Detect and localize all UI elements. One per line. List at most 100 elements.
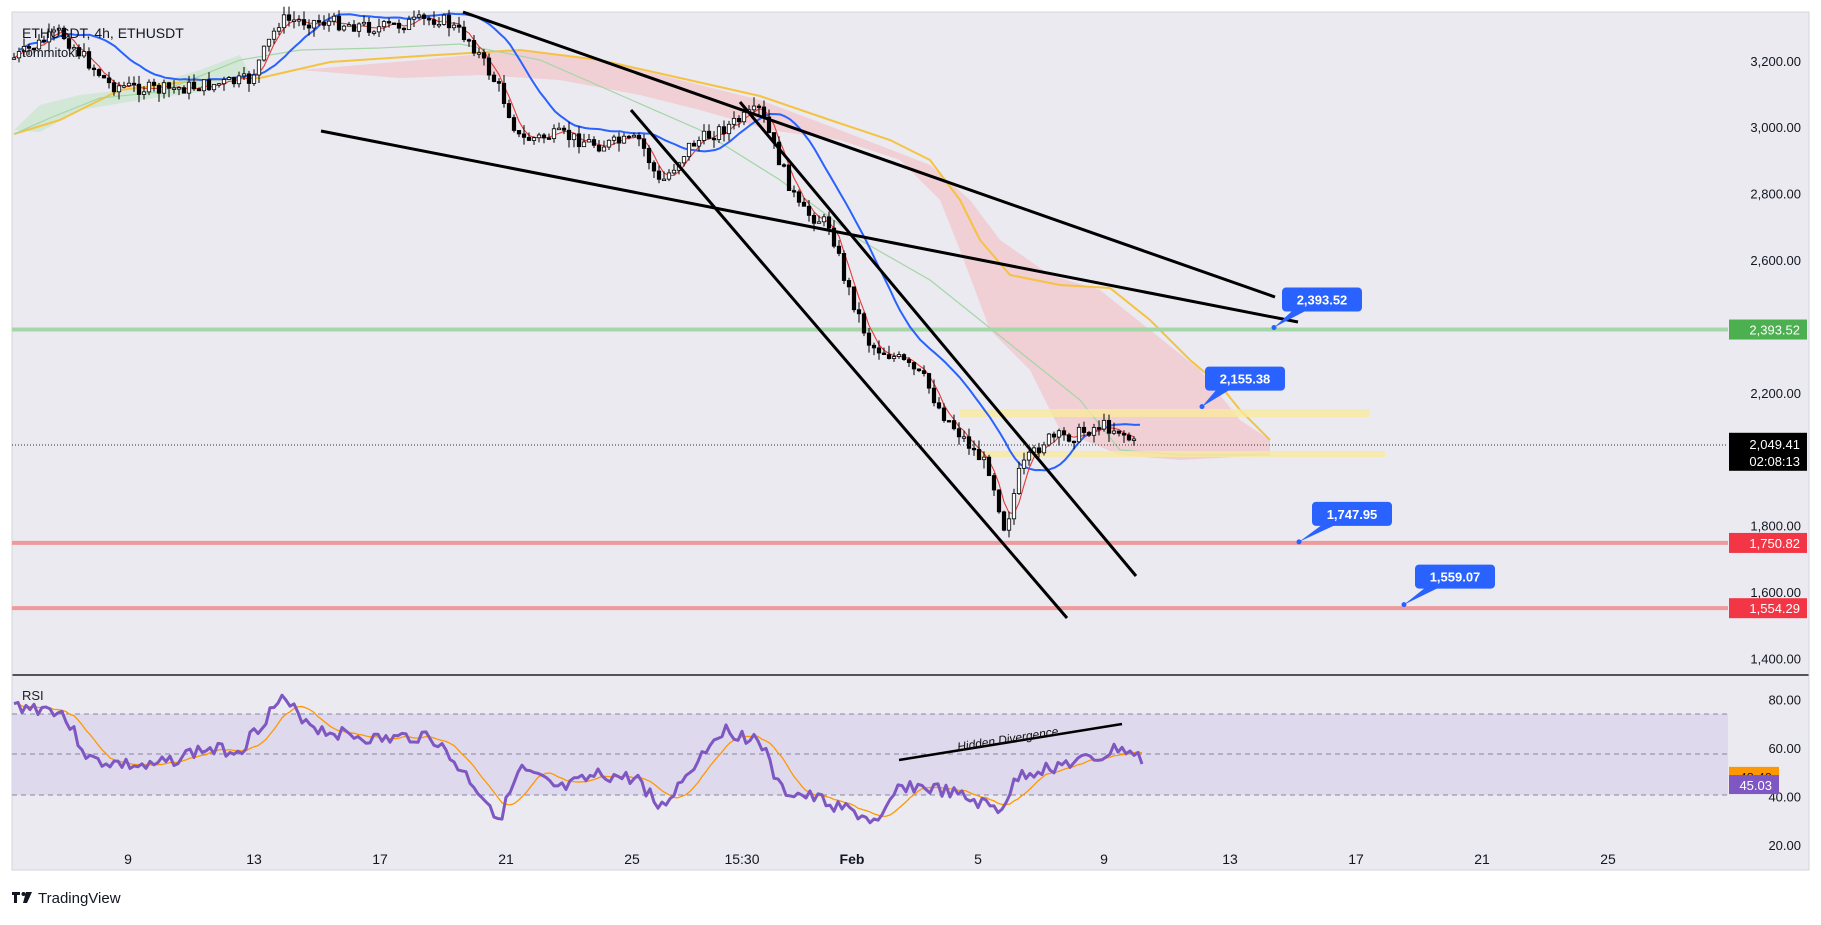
candle-body [641, 138, 647, 149]
candle-body [431, 19, 437, 25]
candle-body [1051, 433, 1057, 438]
candle-body [151, 81, 157, 86]
candle-body [1116, 430, 1122, 434]
candle-body [201, 79, 207, 92]
symbol-title[interactable]: ETHUSDT, 4h, ETHUSDT [22, 25, 184, 41]
candle-body [406, 18, 412, 31]
candle-body [96, 69, 102, 76]
candle-body [976, 448, 982, 461]
price-axis[interactable]: 3,200.003,000.002,800.002,600.002,400.00… [1750, 54, 1801, 667]
candle-body [146, 81, 152, 93]
candle-body [651, 162, 657, 172]
candle-body [261, 45, 267, 61]
candle-body [331, 15, 337, 22]
candle-body [181, 87, 187, 94]
candle-body [636, 134, 642, 140]
candle-body [16, 51, 22, 59]
candle-body [1021, 459, 1027, 469]
candle-body [166, 82, 172, 89]
time-tick-label: 15:30 [724, 851, 759, 867]
price-callouts: 2,393.52 2,155.38 1,747.95 1,559.07 [1199, 287, 1495, 608]
callout-label: 1,747.95 [1327, 507, 1378, 522]
candle-body [221, 79, 227, 85]
rsi-tick-label: 60.00 [1768, 741, 1801, 756]
candle-body [686, 142, 692, 157]
candle-body [991, 475, 997, 491]
trendline-falling-wedge-lower[interactable] [629, 109, 1069, 619]
candle-body [711, 137, 717, 141]
candle-body [571, 133, 577, 141]
trendline-upper-channel[interactable] [462, 10, 1276, 299]
resistance-zone [960, 409, 1370, 417]
candle-body [856, 309, 862, 315]
level-tag-label: 2,393.52 [1749, 323, 1800, 338]
candle-body [46, 31, 52, 43]
level-tag [1729, 532, 1807, 553]
candle-body [1091, 427, 1097, 436]
tradingview-logo[interactable]: TradingView [12, 890, 121, 907]
candle-body [296, 19, 302, 22]
candle-body [546, 137, 552, 140]
callout-pointer [1299, 521, 1342, 542]
candle-body [756, 105, 762, 108]
candle-body [601, 146, 607, 152]
candle-body [101, 75, 107, 79]
candle-body [741, 111, 747, 123]
candle-body [696, 140, 702, 147]
candle-body [451, 24, 457, 29]
price-tick-label: 2,200.00 [1750, 386, 1801, 401]
candle-body [661, 178, 667, 182]
candle-body [531, 137, 537, 141]
candle-body [516, 130, 522, 135]
rsi-pane[interactable]: Hidden Divergence RSI [12, 688, 1728, 825]
candle-body [736, 117, 742, 123]
candle-body [476, 52, 482, 55]
time-tick-label: 17 [1348, 851, 1364, 867]
candle-body [1086, 432, 1092, 436]
candle-body [536, 134, 542, 139]
time-tick-label: 25 [1600, 851, 1616, 867]
rsi-tag-label: 45.03 [1739, 778, 1772, 793]
candle-body [21, 46, 27, 52]
level-tag-label: 1,750.82 [1749, 536, 1800, 551]
candle-body [866, 332, 872, 346]
candle-body [396, 22, 402, 29]
candle-body [611, 136, 617, 141]
candle-body [1101, 419, 1107, 430]
candle-body [521, 133, 527, 138]
candle-body [706, 130, 712, 139]
candle-body [631, 134, 637, 138]
rsi-title: RSI [22, 688, 44, 703]
candle-body [646, 148, 652, 164]
candle-body [26, 46, 32, 49]
price-tick-label: 1,800.00 [1750, 519, 1801, 534]
candle-body [881, 352, 887, 356]
candle-body [1001, 511, 1007, 531]
candle-body [381, 21, 387, 28]
candle-body [621, 135, 627, 144]
trendline-falling-wedge-upper[interactable] [738, 101, 1138, 577]
candle-body [831, 227, 837, 247]
candle-body [371, 31, 377, 34]
trendline-broadening[interactable] [320, 129, 1299, 324]
candle-body [826, 216, 832, 229]
candle-body [1096, 427, 1102, 430]
candle-body [801, 201, 807, 207]
candle-body [226, 77, 232, 80]
callout-pointer [1404, 584, 1445, 605]
time-axis[interactable]: 9 13 17 21 25 15:30 Feb 5 9 13 17 21 25 [124, 851, 1616, 867]
trendlines[interactable] [320, 10, 1299, 619]
candle-body [31, 47, 37, 51]
candle-body [576, 133, 582, 148]
time-tick-label: 13 [1222, 851, 1238, 867]
candle-body [216, 83, 222, 86]
candle-body [291, 19, 297, 22]
hidden-divergence-line [898, 722, 1123, 762]
callout-box [1312, 501, 1392, 526]
candle-body [946, 420, 952, 423]
senkou-a-line [13, 43, 1270, 456]
candle-body [241, 73, 247, 77]
candle-body [716, 126, 722, 140]
